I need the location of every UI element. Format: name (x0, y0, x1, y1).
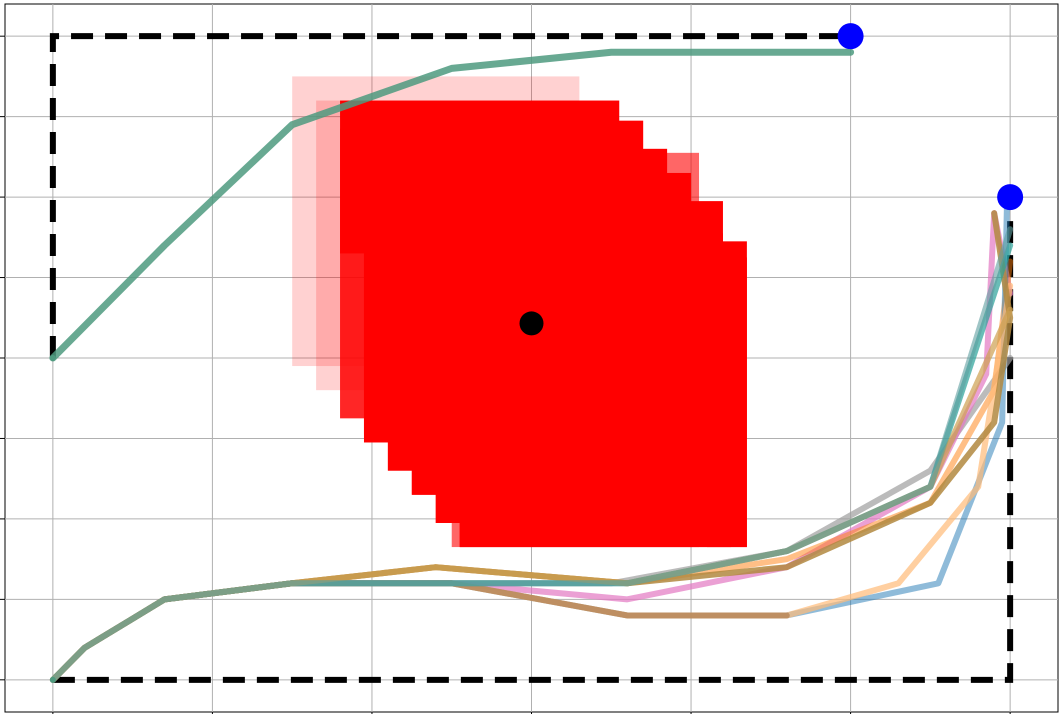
obstacle-core-cell (611, 217, 636, 246)
goal-marker (837, 23, 864, 50)
boundary-path (49, 33, 851, 358)
obstacle-center-marker (519, 311, 544, 336)
trajectory-series (49, 48, 1014, 683)
start-marker (49, 355, 56, 361)
start-marker (49, 676, 56, 683)
obstacle-core-cell (659, 257, 684, 302)
trajectory-line (49, 48, 855, 362)
obstacle-core-cell (683, 281, 707, 326)
obstacle-core-cell (635, 237, 660, 274)
obstacle-region (292, 76, 747, 548)
obstacle-core-cell (707, 297, 731, 548)
markers (49, 23, 1024, 683)
trajectory-line (49, 226, 1014, 683)
goal-marker (997, 184, 1024, 211)
